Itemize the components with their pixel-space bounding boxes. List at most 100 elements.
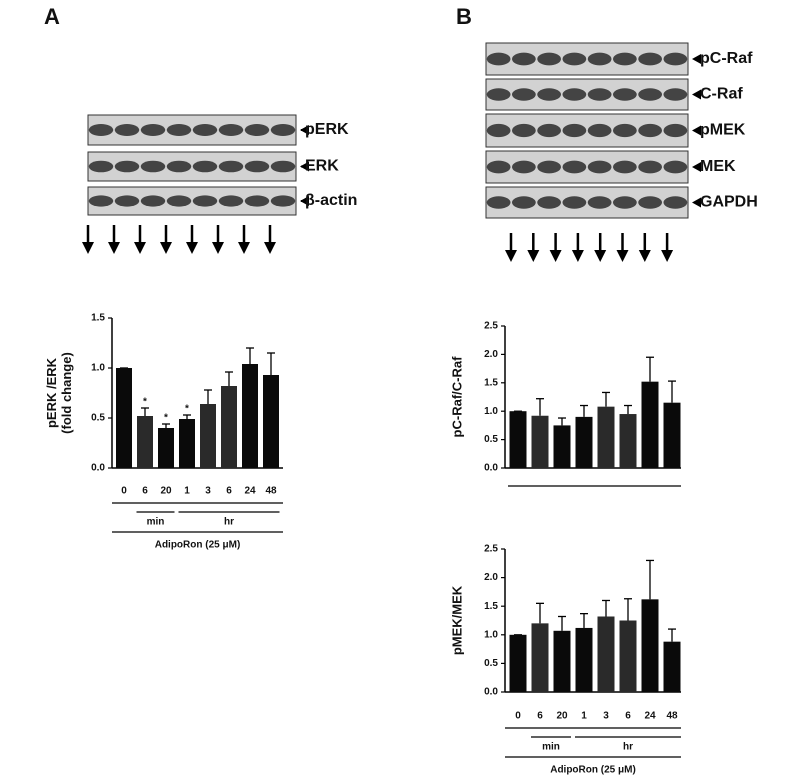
- lane-arrowhead: [638, 250, 651, 262]
- blot-band: [270, 124, 296, 136]
- blot-band: [562, 88, 587, 101]
- lane-arrowhead: [264, 242, 276, 254]
- y-tick-label: 2.0: [484, 349, 498, 360]
- y-tick-label: 1.5: [484, 601, 498, 612]
- lane-arrowhead: [549, 250, 562, 262]
- blot-band: [512, 196, 536, 209]
- label-arrowhead: [692, 89, 701, 100]
- x-tick-label: 1: [184, 486, 190, 497]
- blot-band: [663, 196, 688, 209]
- x-tick-label: 6: [625, 711, 631, 722]
- blot-band: [587, 196, 612, 209]
- x-axis-label: AdipoRon (25 μM): [155, 540, 241, 551]
- y-tick-label: 2.5: [484, 544, 498, 555]
- bar: [137, 416, 153, 468]
- blot-band: [613, 196, 637, 209]
- bar: [179, 419, 195, 468]
- blot-band: [663, 123, 688, 138]
- y-tick-label: 2.5: [484, 321, 498, 332]
- significance-marker: *: [143, 397, 147, 408]
- blot-band: [218, 195, 244, 207]
- significance-marker: *: [185, 404, 189, 415]
- bar: [619, 414, 637, 468]
- blot-band: [166, 160, 192, 173]
- lane-arrowhead: [661, 250, 674, 262]
- blot-band: [88, 160, 114, 173]
- x-tick-label: 0: [515, 711, 521, 722]
- x-tick-label: 24: [244, 486, 256, 497]
- x-tick-label: 6: [142, 486, 148, 497]
- blot-label: C-Raf: [700, 86, 743, 103]
- lane-arrowhead: [212, 242, 224, 254]
- blot-band: [512, 160, 536, 174]
- blot-band: [537, 160, 561, 174]
- bar: [221, 386, 237, 468]
- blot-label: β-actin: [305, 192, 357, 209]
- bar: [509, 634, 527, 692]
- y-tick-label: 0.0: [91, 463, 105, 474]
- x-group-label: hr: [224, 517, 234, 528]
- bar: [200, 404, 216, 468]
- panel-label: A: [44, 4, 60, 29]
- y-tick-label: 0.5: [484, 434, 498, 445]
- bar: [116, 368, 132, 468]
- blot-band: [537, 123, 561, 138]
- bar: [553, 425, 571, 468]
- x-tick-label: 6: [226, 486, 232, 497]
- lane-arrowhead: [186, 242, 198, 254]
- blot-band: [638, 52, 662, 66]
- label-arrowhead: [300, 125, 309, 135]
- label-arrowhead: [692, 54, 701, 64]
- label-arrowhead: [300, 196, 309, 206]
- blot-band: [192, 124, 218, 136]
- blot-band: [244, 195, 270, 207]
- blot-band: [192, 195, 218, 207]
- blot-label: MEK: [700, 158, 736, 175]
- lane-arrowhead: [134, 242, 146, 254]
- lane-arrowhead: [238, 242, 250, 254]
- lane-arrowhead: [82, 242, 94, 254]
- blot-band: [140, 160, 166, 173]
- bar: [663, 402, 681, 468]
- blot-band: [638, 160, 662, 174]
- blot-band: [537, 52, 561, 66]
- y-tick-label: 1.0: [484, 629, 498, 640]
- blot-band: [88, 195, 114, 207]
- y-tick-label: 1.0: [484, 406, 498, 417]
- blot-band: [244, 124, 270, 136]
- blot-band: [166, 124, 192, 136]
- blot-band: [613, 88, 637, 101]
- blot-band: [114, 124, 140, 136]
- y-tick-label: 0.5: [91, 413, 105, 424]
- bar: [531, 623, 549, 692]
- bar: [509, 411, 527, 468]
- blot-band: [218, 160, 244, 173]
- blot-band: [537, 88, 561, 101]
- blot-band: [587, 160, 612, 174]
- blot-band: [114, 195, 140, 207]
- blot-band: [663, 52, 688, 66]
- bar: [531, 415, 549, 468]
- x-group-label: min: [147, 517, 165, 528]
- x-tick-label: 3: [205, 486, 211, 497]
- blot-band: [114, 160, 140, 173]
- y-axis-label: pERK /ERK: [44, 357, 59, 428]
- blot-band: [613, 160, 637, 174]
- y-axis-label: pC-Raf/C-Raf: [449, 356, 464, 438]
- blot-band: [512, 123, 536, 138]
- blot-label: pC-Raf: [700, 50, 753, 67]
- x-tick-label: 0: [121, 486, 127, 497]
- x-tick-label: 1: [581, 711, 587, 722]
- y-tick-label: 0.0: [484, 463, 498, 474]
- blot-band: [270, 195, 296, 207]
- lane-arrowhead: [160, 242, 172, 254]
- blot-band: [562, 160, 587, 174]
- blot-band: [562, 196, 587, 209]
- blot-band: [486, 123, 511, 138]
- x-tick-label: 6: [537, 711, 543, 722]
- blot-label: ERK: [305, 158, 339, 175]
- x-tick-label: 20: [160, 486, 172, 497]
- blot-band: [512, 88, 536, 101]
- blot-band: [587, 123, 612, 138]
- blot-band: [166, 195, 192, 207]
